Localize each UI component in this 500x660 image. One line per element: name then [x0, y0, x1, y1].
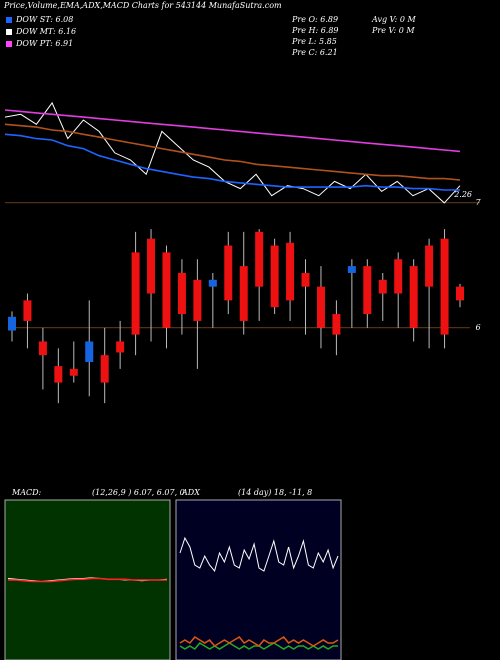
candle-body: [425, 245, 434, 287]
adx-label: ADX: [181, 488, 200, 497]
macd-label: MACD:: [11, 488, 42, 497]
series-line: [8, 577, 167, 583]
legend-label: DOW PT: 6.91: [15, 39, 73, 48]
candle-body: [38, 341, 47, 356]
legend-swatch: [6, 17, 12, 23]
info: Pre H: 6.89: [291, 26, 339, 35]
candle-body: [456, 286, 464, 301]
series-line: [4, 123, 461, 181]
legend-swatch: [6, 41, 12, 47]
candle-body: [54, 366, 63, 383]
legend-label: DOW MT: 6.16: [15, 27, 76, 36]
series-line: [179, 536, 339, 573]
candle-body: [394, 259, 403, 294]
series-line: [4, 109, 461, 153]
candle-body: [85, 341, 94, 363]
candle-body: [332, 314, 341, 335]
info: Avg V: 0 M: [371, 15, 416, 24]
candle-body: [193, 279, 202, 321]
candle-body: [316, 286, 325, 328]
macd-frame: [4, 499, 171, 660]
annotation: 2.26: [453, 190, 472, 199]
info: Pre O: 6.89: [291, 15, 338, 24]
info: Pre C: 6.21: [291, 48, 338, 57]
candle-body: [239, 266, 248, 321]
y-tick-label: 6: [475, 323, 480, 332]
info: Pre L: 5.85: [291, 37, 337, 46]
candle-body: [8, 316, 16, 331]
candle-body: [208, 279, 217, 287]
candle-body: [23, 300, 32, 321]
candle-body: [347, 266, 356, 273]
candle-body: [177, 272, 186, 315]
candle-body: [363, 266, 372, 315]
macd-params: (12,26,9 ) 6.07, 6.07, 0: [92, 488, 185, 497]
candle-body: [255, 231, 264, 287]
candle-body: [147, 238, 156, 294]
series-line: [179, 635, 339, 648]
candle-body: [131, 252, 140, 335]
legend-label: DOW ST: 6.08: [15, 15, 73, 24]
candle-body: [100, 355, 109, 383]
candle-body: [270, 245, 279, 308]
adx-panel: [175, 499, 342, 660]
candle-body: [301, 272, 310, 287]
candle-body: [440, 238, 449, 335]
candle-body: [224, 245, 233, 301]
candle-body: [69, 368, 78, 376]
candle-body: [116, 341, 125, 353]
info: Pre V: 0 M: [371, 26, 415, 35]
candle-body: [286, 242, 295, 301]
candle-body: [162, 252, 171, 328]
legend-swatch: [6, 29, 12, 35]
series-line: [4, 133, 460, 191]
candle-body: [409, 266, 418, 328]
series-line: [4, 101, 461, 204]
adx-params: (14 day) 18, -11, 8: [238, 488, 312, 497]
chart-title: Price,Volume,EMA,ADX,MACD Charts for 543…: [3, 1, 282, 10]
y-tick-label: 7: [475, 198, 481, 207]
candle-body: [378, 279, 387, 294]
